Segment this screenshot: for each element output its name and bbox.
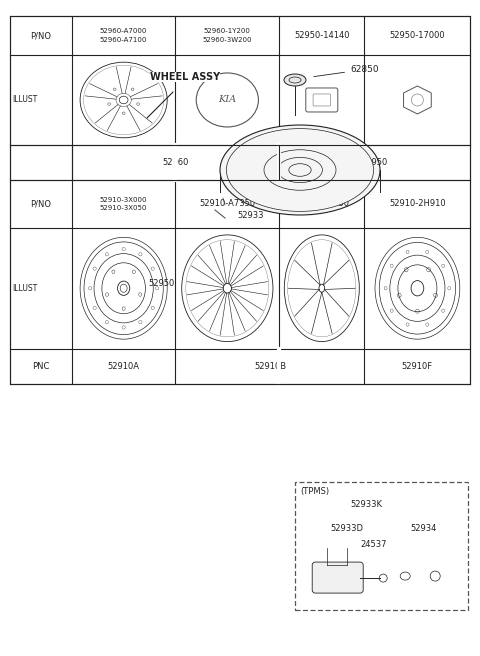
Text: 52910-2H910: 52910-2H910 bbox=[389, 199, 446, 208]
Text: 52910-3X000
52910-3X050: 52910-3X000 52910-3X050 bbox=[100, 197, 147, 211]
Text: 52910A: 52910A bbox=[108, 362, 140, 371]
Text: 52934: 52934 bbox=[410, 524, 437, 533]
Text: 52960-1Y200
52960-3W200: 52960-1Y200 52960-3W200 bbox=[203, 28, 252, 43]
Ellipse shape bbox=[220, 125, 380, 215]
Text: ILLUST: ILLUST bbox=[12, 284, 38, 293]
Text: 52950: 52950 bbox=[148, 279, 174, 287]
Text: ILLUST: ILLUST bbox=[12, 96, 38, 104]
Ellipse shape bbox=[284, 74, 306, 86]
Text: P/NO: P/NO bbox=[30, 199, 51, 208]
Text: 52910F: 52910F bbox=[402, 362, 433, 371]
Text: 52933D: 52933D bbox=[330, 524, 363, 533]
Text: P/NO: P/NO bbox=[30, 31, 51, 40]
Ellipse shape bbox=[122, 112, 125, 114]
Ellipse shape bbox=[131, 88, 134, 91]
Text: 52960-A7000
52960-A7100: 52960-A7000 52960-A7100 bbox=[100, 28, 147, 43]
Text: 52950-17000: 52950-17000 bbox=[390, 31, 445, 40]
Text: 52933K: 52933K bbox=[350, 500, 382, 509]
Ellipse shape bbox=[137, 103, 140, 106]
Text: 52933: 52933 bbox=[237, 211, 264, 220]
Text: 52950: 52950 bbox=[361, 158, 388, 167]
Text: KIA: KIA bbox=[218, 96, 236, 104]
Text: WHEEL ASSY: WHEEL ASSY bbox=[150, 72, 220, 82]
Bar bbox=[10, 16, 470, 384]
Ellipse shape bbox=[113, 88, 116, 91]
Ellipse shape bbox=[227, 129, 373, 211]
Text: 62850: 62850 bbox=[314, 65, 379, 77]
Text: 52950-14140: 52950-14140 bbox=[294, 31, 349, 40]
Bar bbox=[295, 482, 468, 610]
Text: 52910-A7350: 52910-A7350 bbox=[199, 199, 255, 208]
Text: 52960: 52960 bbox=[162, 158, 189, 167]
Ellipse shape bbox=[108, 103, 110, 106]
Text: PNC: PNC bbox=[32, 362, 49, 371]
FancyBboxPatch shape bbox=[312, 562, 363, 593]
Text: (TPMS): (TPMS) bbox=[300, 487, 329, 496]
Text: 52910B: 52910B bbox=[254, 362, 286, 371]
Text: 52910-A7450: 52910-A7450 bbox=[294, 199, 350, 208]
Ellipse shape bbox=[220, 147, 380, 237]
Text: 24537: 24537 bbox=[360, 540, 387, 549]
